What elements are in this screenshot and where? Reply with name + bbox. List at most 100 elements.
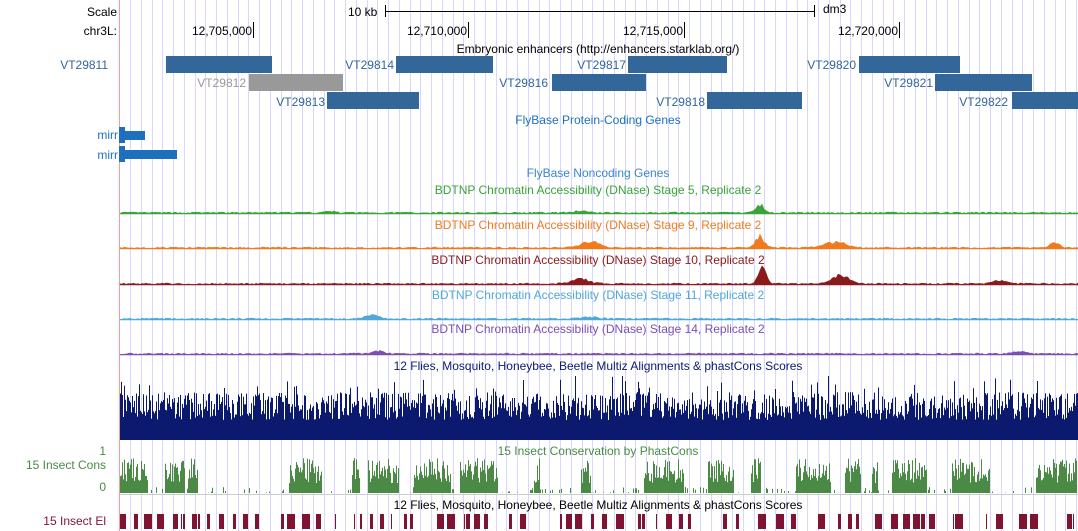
grid-line [195,0,196,531]
grid-line [582,0,583,531]
ruler-tick-label: 12,715,000 [622,24,683,38]
ruler-tick-label: 12,720,000 [837,24,898,38]
enhancer-feature[interactable] [552,74,646,91]
ruler-tick [684,22,685,38]
grid-line [678,0,679,531]
grid-line [485,0,486,531]
grid-line [614,0,615,531]
grid-line [313,0,314,531]
ruler-tick [468,22,469,38]
grid-line [216,0,217,531]
grid-line [915,0,916,531]
grid-line [635,0,636,531]
grid-line [818,0,819,531]
grid-line [1055,0,1056,531]
multiz-track-title: 12 Flies, Mosquito, Honeybee, Beetle Mul… [393,359,803,373]
ruler-tick [899,22,900,38]
grid-line [807,0,808,531]
enhancer-label[interactable]: VT29818 [656,95,705,109]
enhancer-label[interactable]: VT29822 [959,95,1008,109]
grid-line [657,0,658,531]
grid-line [324,0,325,531]
gene-feature[interactable] [119,146,177,162]
enhancer-label[interactable]: VT29813 [276,95,325,109]
scale-bar [385,5,815,17]
phastcons-baseline [120,494,1078,495]
enhancer-label[interactable]: VT29811 [60,58,108,72]
grid-line [474,0,475,531]
grid-line [141,0,142,531]
grid-line [528,0,529,531]
grid-line [958,0,959,531]
grid-line [711,0,712,531]
elements-track-title: 12 Flies, Mosquito, Honeybee, Beetle Mul… [393,498,803,512]
enhancer-feature[interactable] [1012,92,1078,109]
gene-feature[interactable] [119,127,145,143]
grid-line [173,0,174,531]
grid-line [840,0,841,531]
grid-line [689,0,690,531]
grid-line [990,0,991,531]
grid-line [969,0,970,531]
enhancer-feature[interactable] [707,92,802,109]
enhancer-label[interactable]: VT29812 [197,76,246,90]
grid-line [281,0,282,531]
dnase-track-title: BDTNP Chromatin Accessibility (DNase) St… [431,288,765,302]
enhancer-feature[interactable] [935,74,1032,91]
grid-line [721,0,722,531]
gene-label[interactable]: mirr [97,148,118,162]
grid-line [904,0,905,531]
grid-line [334,0,335,531]
conserved-elements [120,514,1074,529]
grid-line [872,0,873,531]
grid-line [152,0,153,531]
elements-left-label[interactable]: 15 Insect El [43,514,106,528]
enhancer-label[interactable]: VT29820 [807,58,856,72]
gene-label[interactable]: mirr [97,128,118,142]
enhancer-label[interactable]: VT29817 [577,58,626,72]
ruler-tick-label: 12,710,000 [406,24,467,38]
enhancer-feature[interactable] [859,56,960,73]
grid-line [549,0,550,531]
grid-line [560,0,561,531]
grid-line [130,0,131,531]
grid-line [517,0,518,531]
dnase-signal [119,233,1078,250]
enhancer-label[interactable]: VT29814 [345,58,394,72]
grid-line [463,0,464,531]
phastcons-track-title: 15 Insect Conservation by PhastCons [497,444,699,458]
phastcons-left-label[interactable]: 15 Insect Cons [25,458,106,472]
grid-line [442,0,443,531]
enhancer-label[interactable]: VT29821 [884,76,933,90]
assembly-label: dm3 [823,2,847,16]
grid-line [248,0,249,531]
flybase-noncoding-title: FlyBase Noncoding Genes [526,166,670,180]
enhancer-feature[interactable] [249,74,343,91]
enhancer-feature[interactable] [396,56,493,73]
phastcons-y-max: 1 [99,444,106,458]
enhancer-feature[interactable] [628,56,727,73]
chrom-label: chr3L: [83,24,117,38]
enhancer-feature[interactable] [166,56,272,73]
grid-line [893,0,894,531]
grid-line [539,0,540,531]
grid-line [1044,0,1045,531]
phastcons-y-min: 0 [99,480,106,494]
grid-line [496,0,497,531]
enhancers-track-title: Embryonic enhancers (http://enhancers.st… [456,42,740,56]
grid-line [302,0,303,531]
grid-line [205,0,206,531]
grid-line [388,0,389,531]
grid-line [625,0,626,531]
grid-line [668,0,669,531]
grid-line [1033,0,1034,531]
grid-line [786,0,787,531]
grid-line [453,0,454,531]
grid-line [775,0,776,531]
grid-line [829,0,830,531]
enhancer-feature[interactable] [327,92,419,109]
enhancer-label[interactable]: VT29816 [499,76,548,90]
grid-line [797,0,798,531]
